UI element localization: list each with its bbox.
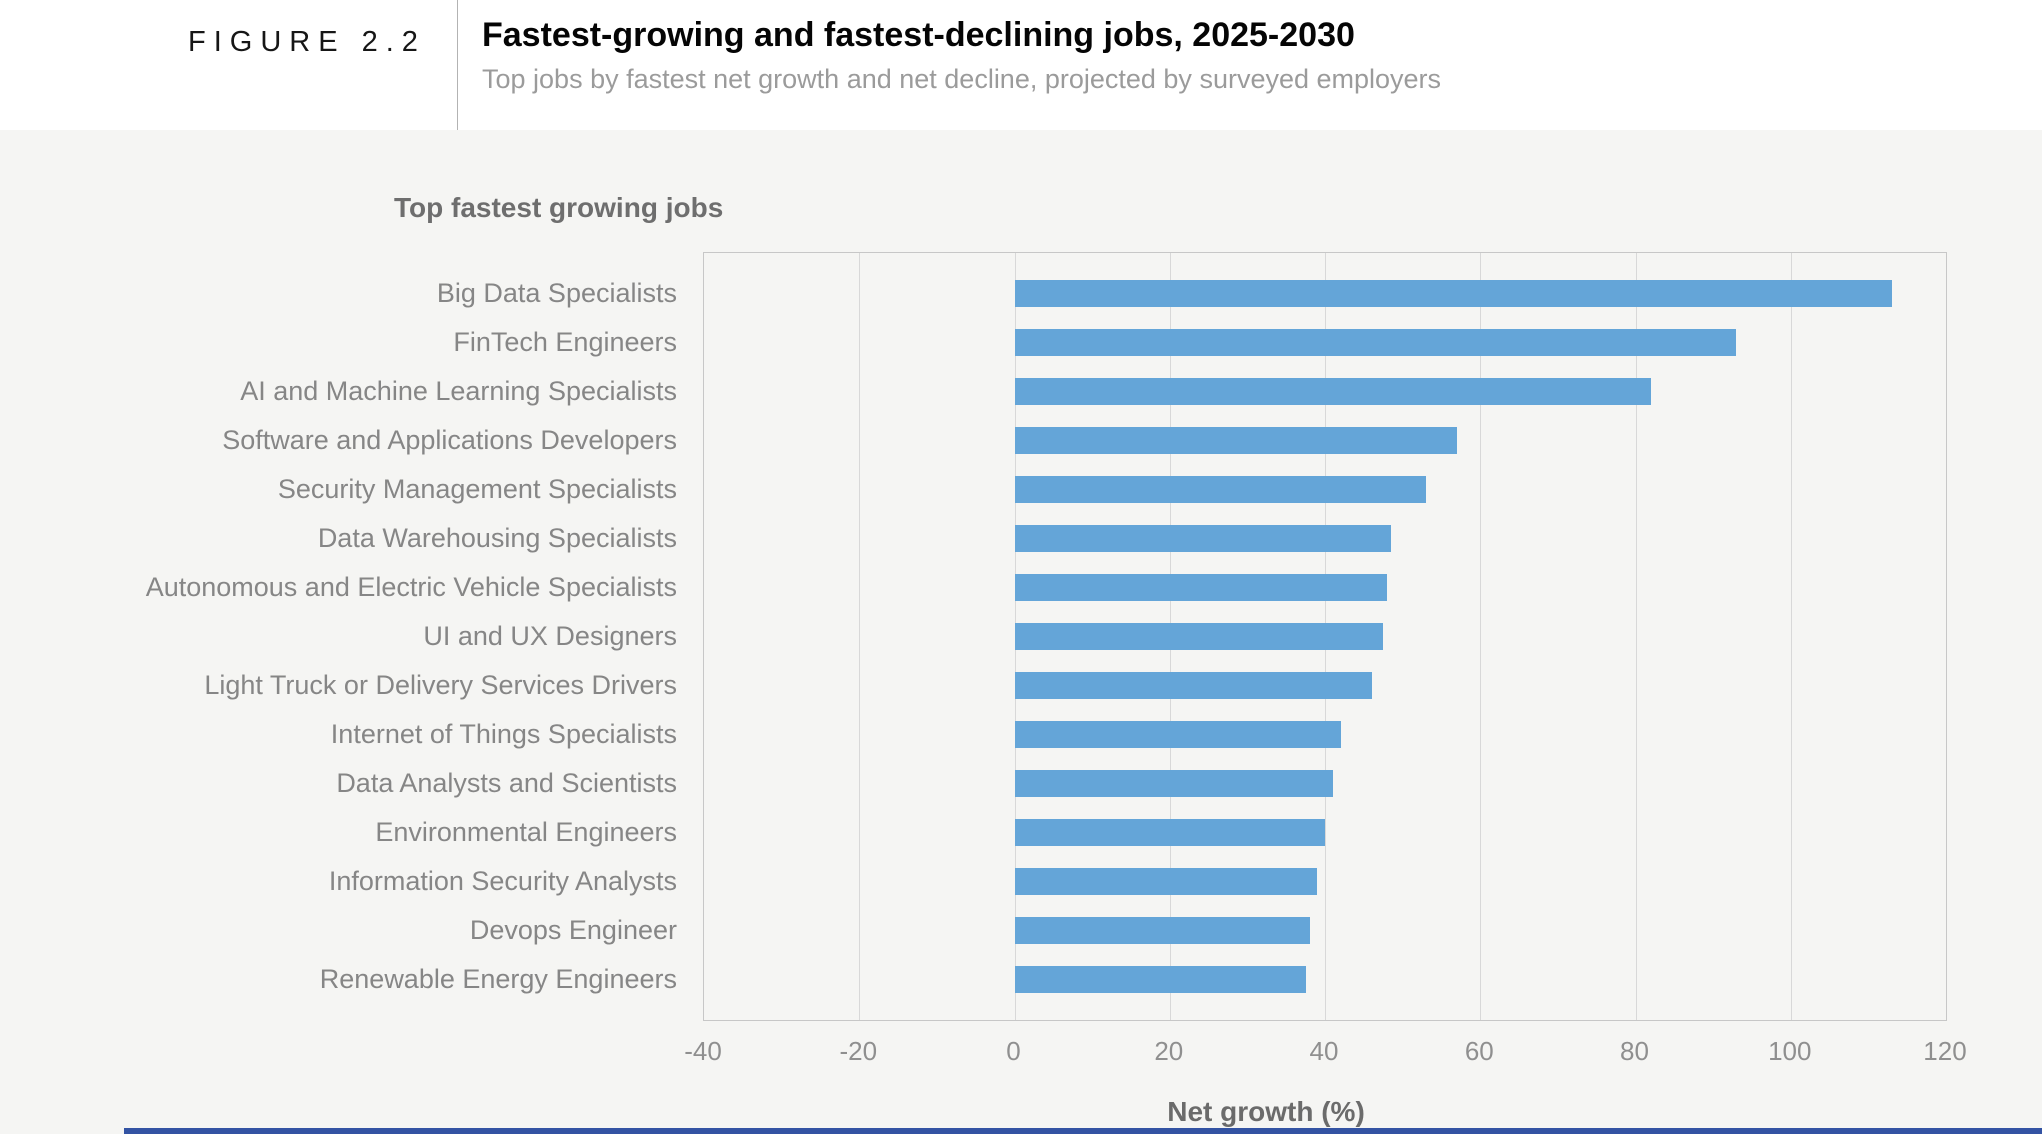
bar-4: [1014, 476, 1426, 503]
category-label-1: FinTech Engineers: [453, 326, 677, 357]
category-label-10: Data Analysts and Scientists: [336, 767, 677, 798]
plot-area: [703, 252, 1947, 1021]
category-label-12: Information Security Analysts: [328, 865, 677, 896]
bar-10: [1014, 770, 1333, 797]
category-label-6: Autonomous and Electric Vehicle Speciali…: [145, 571, 677, 602]
x-tick-label--40: -40: [684, 1036, 722, 1066]
figure-number-label: FIGURE 2.2: [188, 26, 426, 58]
chart-subtitle: Top jobs by fastest net growth and net d…: [482, 64, 1442, 94]
category-label-11: Environmental Engineers: [375, 816, 677, 847]
bar-6: [1014, 574, 1388, 601]
chart-title: Fastest-growing and fastest-declining jo…: [482, 16, 1355, 54]
x-axis-ticks: -40 -20 0 20 40 60 80 100 120: [684, 1036, 1966, 1070]
category-label-14: Renewable Energy Engineers: [319, 963, 677, 994]
x-tick-label-40: 40: [1309, 1036, 1339, 1066]
bar-12: [1014, 868, 1318, 895]
bar-14: [1014, 966, 1306, 993]
bar-11: [1014, 819, 1325, 846]
x-tick-label-60: 60: [1464, 1036, 1494, 1066]
category-label-7: UI and UX Designers: [423, 620, 677, 651]
x-tick-label-20: 20: [1154, 1036, 1184, 1066]
bar-0: [1014, 280, 1892, 307]
bar-8: [1014, 672, 1372, 699]
gridline-x-80: [1635, 253, 1637, 1020]
x-tick-label--20: -20: [839, 1036, 878, 1066]
x-tick-label-80: 80: [1620, 1036, 1649, 1066]
gridline-x-60: [1480, 253, 1482, 1020]
bar-13: [1014, 917, 1310, 944]
bar-5: [1014, 525, 1391, 552]
x-tick-label-0: 0: [1006, 1036, 1021, 1066]
footer-accent-strip: [124, 1128, 2042, 1134]
bar-2: [1014, 378, 1651, 405]
panel-title: Top fastest growing jobs: [394, 192, 724, 223]
x-tick-label-100: 100: [1768, 1036, 1812, 1066]
header-divider: [457, 0, 458, 130]
category-label-2: AI and Machine Learning Specialists: [240, 375, 677, 406]
category-label-13: Devops Engineer: [469, 914, 677, 945]
x-tick-label-120: 120: [1923, 1036, 1967, 1066]
category-label-0: Big Data Specialists: [436, 277, 677, 308]
gridline-x-100: [1790, 253, 1792, 1020]
bar-1: [1014, 329, 1737, 356]
category-label-9: Internet of Things Specialists: [330, 718, 677, 749]
category-label-8: Light Truck or Delivery Services Drivers: [204, 669, 677, 700]
gridline-x--20: [859, 253, 861, 1020]
category-label-column: Big Data Specialists FinTech Engineers AI …: [0, 252, 677, 1019]
bar-7: [1014, 623, 1384, 650]
bar-3: [1014, 427, 1457, 454]
x-axis-label: Net growth (%): [1167, 1096, 1365, 1127]
figure-header: FIGURE 2.2 Fastest-growing and fastest-d…: [0, 0, 2042, 130]
category-label-3: Software and Applications Developers: [222, 424, 677, 455]
category-label-4: Security Management Specialists: [277, 473, 677, 504]
bar-9: [1014, 721, 1341, 748]
category-label-5: Data Warehousing Specialists: [317, 522, 677, 553]
